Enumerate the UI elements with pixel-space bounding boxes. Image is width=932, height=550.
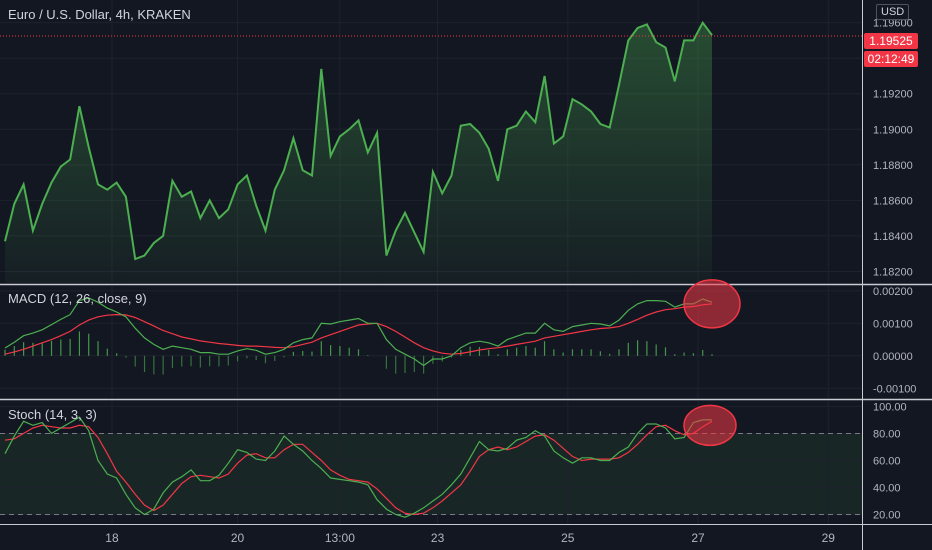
price-area-fill [5, 22, 712, 283]
price-axis-label: 1.18600 [873, 195, 913, 207]
currency-button[interactable]: USD [876, 4, 910, 20]
price-axis-label: 1.19000 [873, 124, 913, 136]
x-axis-label: 25 [561, 531, 575, 545]
stoch-axis-label: 40.00 [873, 483, 901, 495]
stoch-k-line [4, 416, 712, 518]
macd-axis-label: 0.00000 [873, 351, 913, 363]
macd-axis-label: 0.00100 [873, 318, 913, 330]
macd-highlight-circle [683, 279, 741, 329]
macd-signal-line [4, 303, 713, 355]
stoch-highlight-circle [683, 404, 737, 447]
price-axis-label: 1.19200 [873, 89, 913, 101]
macd-axis-label: 0.00200 [873, 286, 913, 298]
price-line [4, 20, 713, 261]
price-axis-label: 1.18200 [873, 266, 913, 278]
price-axis-label: 1.18400 [873, 231, 913, 243]
macd-line [4, 297, 713, 367]
x-axis-label: 20 [231, 531, 245, 545]
price-axis-label: 1.18800 [873, 160, 913, 172]
last-price-badge: 1.19525 [864, 33, 918, 49]
macd-title[interactable]: MACD (12, 26, close, 9) [8, 291, 147, 306]
stoch-title[interactable]: Stoch (14, 3, 3) [8, 407, 97, 422]
chart-title: Euro / U.S. Dollar, 4h, KRAKEN [8, 7, 191, 22]
x-axis-label: 18 [105, 531, 119, 545]
x-axis-label: 13:00 [325, 531, 355, 545]
countdown-badge: 02:12:49 [864, 51, 918, 67]
price-axis-label: 1.19600 [873, 18, 913, 30]
x-axis-label: 29 [822, 531, 836, 545]
macd-axis-label: -0.00100 [873, 383, 916, 395]
stoch-axis-label: 60.00 [873, 455, 901, 467]
stoch-axis-label: 80.00 [873, 428, 901, 440]
stoch-axis-label: 100.00 [873, 401, 907, 413]
stoch-band-fill [0, 433, 862, 515]
stoch-axis-label: 20.00 [873, 510, 901, 522]
x-axis-label: 23 [431, 531, 445, 545]
x-axis-label: 27 [691, 531, 705, 545]
